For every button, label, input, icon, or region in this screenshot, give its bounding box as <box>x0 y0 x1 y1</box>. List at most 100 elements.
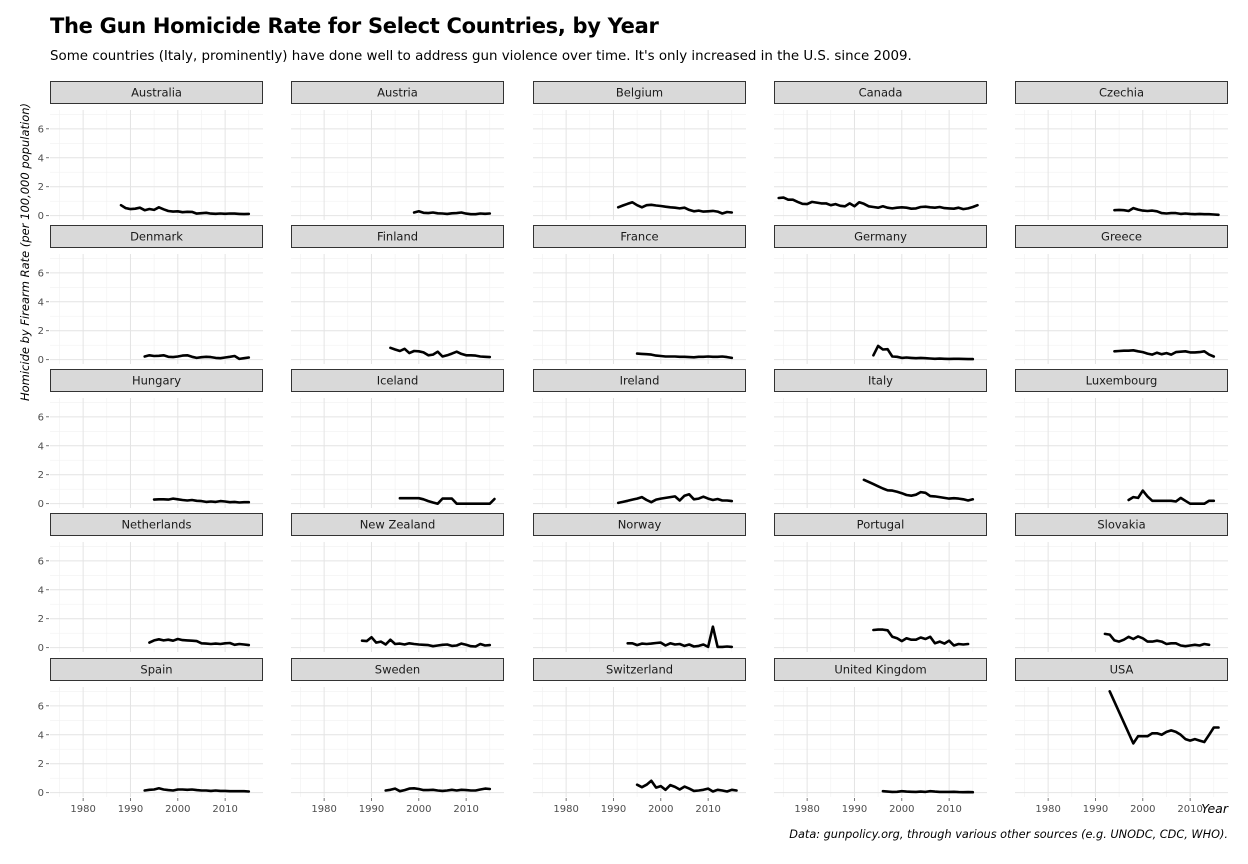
x-tick-label: 2010 <box>212 804 237 815</box>
facet-label: Belgium <box>616 86 663 100</box>
y-tick-label: 6 <box>38 124 44 135</box>
x-tick-label: 1980 <box>311 804 336 815</box>
facet-label: Czechia <box>1099 86 1144 100</box>
x-tick-label: 2000 <box>1130 804 1155 815</box>
facet-panel: Portugal <box>774 513 987 652</box>
y-tick-label: 6 <box>38 556 44 567</box>
facet-strip <box>50 658 263 681</box>
chart-title: The Gun Homicide Rate for Select Countri… <box>50 14 659 38</box>
x-tick-label: 2010 <box>936 804 961 815</box>
facet-panel: Finland <box>291 225 504 364</box>
facet-panel: Denmark 0 2 4 6 <box>38 225 263 366</box>
facet-label: Ireland <box>620 374 660 388</box>
facet-strip <box>1015 81 1228 104</box>
facet-panel: Spain 0 2 4 6 1980 1990 2000 2010 <box>38 658 263 815</box>
y-tick-label: 4 <box>38 730 44 741</box>
facet-label: Greece <box>1101 230 1142 244</box>
y-tick-label: 2 <box>38 182 44 193</box>
facet-panel: Germany <box>774 225 987 364</box>
facet-strip <box>533 513 746 536</box>
facet-panel: Ireland <box>533 369 746 508</box>
y-tick-label: 4 <box>38 585 44 596</box>
chart-caption: Data: gunpolicy.org, through various oth… <box>789 828 1228 841</box>
facet-strip <box>291 513 504 536</box>
y-tick-label: 2 <box>38 614 44 625</box>
y-tick-label: 4 <box>38 153 44 164</box>
series-line <box>412 210 492 216</box>
y-tick-label: 0 <box>38 355 44 366</box>
facet-label: Netherlands <box>121 518 191 532</box>
y-tick-label: 2 <box>38 470 44 481</box>
facet-strip <box>50 81 263 104</box>
series-line <box>777 196 979 211</box>
series-line <box>360 635 492 648</box>
facet-label: Iceland <box>377 374 419 388</box>
series-line <box>1108 689 1220 745</box>
series-line <box>389 346 492 359</box>
series-line <box>872 344 975 361</box>
facet-label: Finland <box>377 230 418 244</box>
series-line <box>616 492 734 505</box>
y-tick-label: 2 <box>38 326 44 337</box>
facet-panel: New Zealand <box>291 513 504 652</box>
facet-label: Norway <box>618 518 662 532</box>
facet-panel: Austria <box>291 81 504 220</box>
x-tick-label: 1990 <box>359 804 384 815</box>
x-axis-label: Year <box>1201 801 1228 816</box>
facet-strip <box>50 225 263 248</box>
x-tick-label: 2000 <box>165 804 190 815</box>
series-line <box>384 786 492 793</box>
y-tick-label: 4 <box>38 297 44 308</box>
facet-label: Portugal <box>857 518 905 532</box>
facet-strip <box>533 81 746 104</box>
facet-strip <box>533 225 746 248</box>
facet-label: Austria <box>377 86 418 100</box>
series-line <box>143 786 251 793</box>
series-line <box>616 201 734 215</box>
series-line <box>862 478 975 502</box>
x-tick-label: 1980 <box>794 804 819 815</box>
facet-label: Italy <box>868 374 893 388</box>
y-tick-label: 6 <box>38 268 44 279</box>
facet-label: Luxembourg <box>1086 374 1158 388</box>
facet-strip <box>774 225 987 248</box>
facet-panel: Netherlands 0 2 4 6 <box>38 513 263 654</box>
facet-panel: Belgium <box>533 81 746 220</box>
y-tick-label: 2 <box>38 759 44 770</box>
facet-panel: Italy <box>774 369 987 508</box>
facet-strip <box>291 658 504 681</box>
x-tick-label: 1980 <box>70 804 95 815</box>
series-line <box>635 352 734 360</box>
series-line <box>635 779 738 793</box>
x-tick-label: 2010 <box>1177 804 1202 815</box>
x-tick-label: 1980 <box>1035 804 1060 815</box>
facet-panel: France <box>533 225 746 364</box>
y-tick-label: 0 <box>38 499 44 510</box>
facet-label: France <box>620 230 658 244</box>
chart-subtitle: Some countries (Italy, prominently) have… <box>50 49 912 64</box>
facet-panel: United Kingdom 1980 1990 2000 2010 <box>774 658 987 815</box>
series-line <box>143 353 251 361</box>
series-line <box>1127 489 1216 506</box>
facet-label: United Kingdom <box>834 663 926 677</box>
facet-label: Sweden <box>375 663 420 677</box>
facet-strip <box>774 81 987 104</box>
facet-panel: Slovakia <box>1015 513 1228 652</box>
facet-panel: Switzerland 1980 1990 2000 2010 <box>533 658 746 815</box>
facet-strip <box>533 369 746 392</box>
facet-label: Germany <box>854 230 907 244</box>
facet-panel: Canada <box>774 81 987 220</box>
x-tick-label: 1990 <box>1083 804 1108 815</box>
facet-strip <box>533 658 746 681</box>
facet-strip <box>50 513 263 536</box>
series-line <box>1103 632 1211 648</box>
facet-label: Switzerland <box>606 663 673 677</box>
facet-strip <box>1015 225 1228 248</box>
x-tick-label: 1990 <box>118 804 143 815</box>
x-tick-label: 1990 <box>601 804 626 815</box>
facet-panel: Norway <box>533 513 746 652</box>
series-line <box>1113 348 1216 358</box>
facet-label: Spain <box>140 663 172 677</box>
series-line <box>1113 206 1220 217</box>
x-tick-label: 1980 <box>553 804 578 815</box>
